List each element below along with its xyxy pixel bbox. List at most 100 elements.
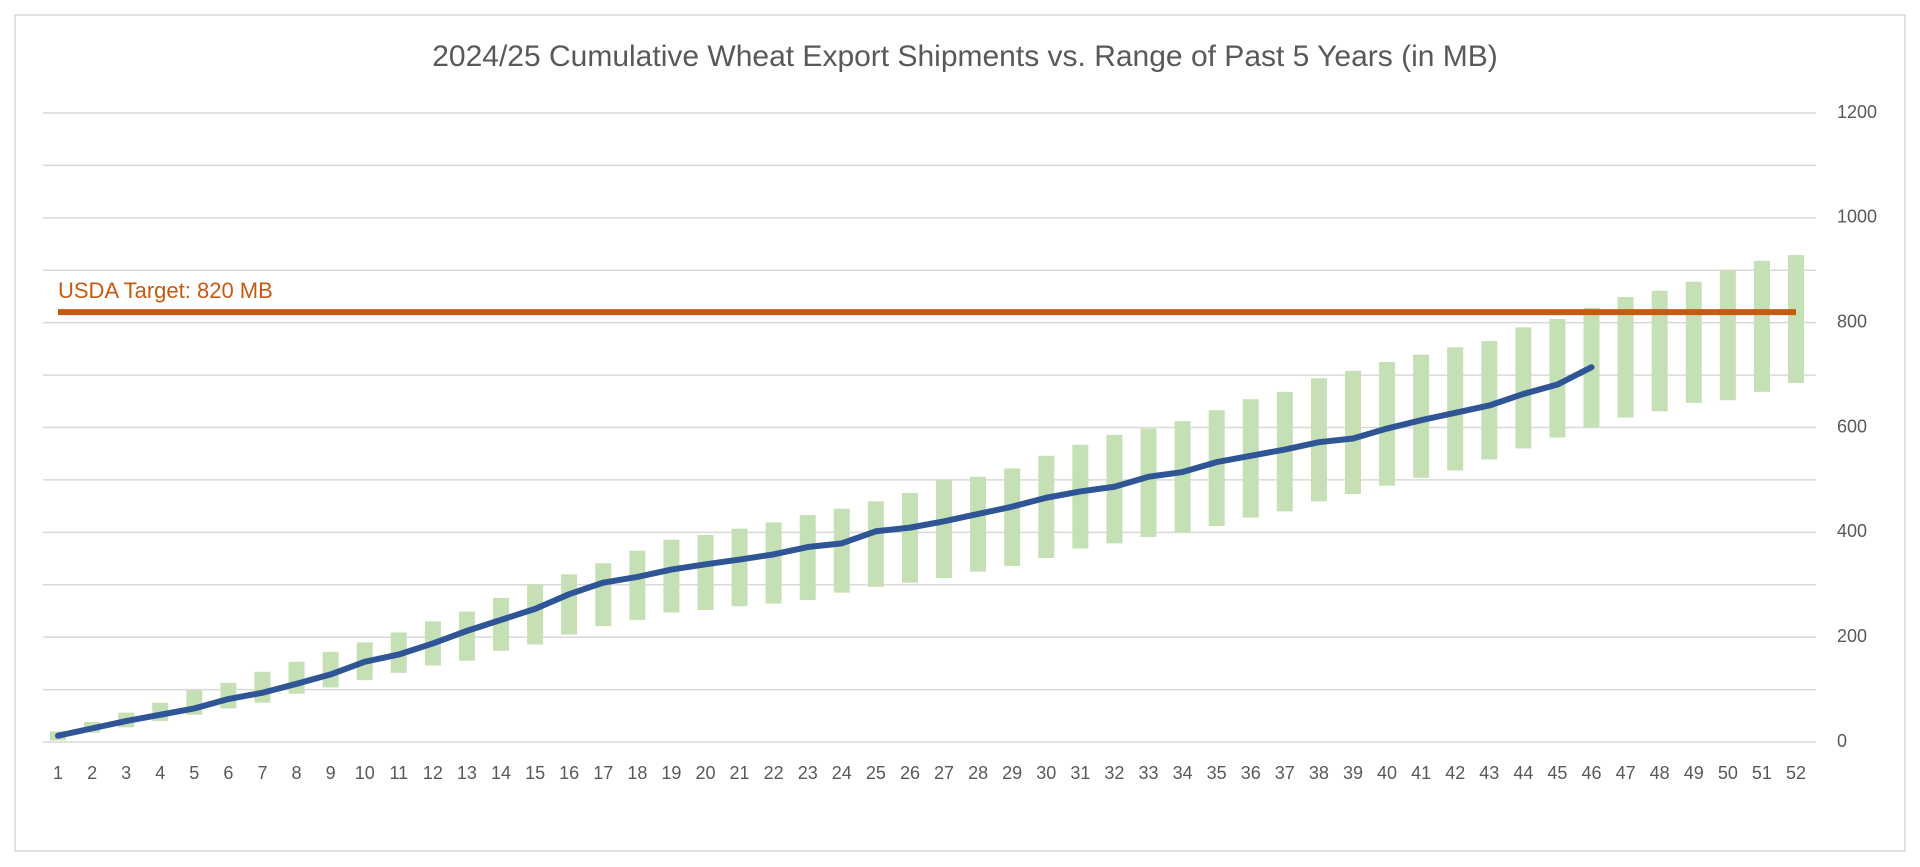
x-tick-label: 44 bbox=[1513, 763, 1533, 783]
y-tick-label: 800 bbox=[1837, 311, 1867, 331]
cumulative-line bbox=[55, 364, 1595, 739]
x-tick-label: 34 bbox=[1173, 763, 1193, 783]
x-tick-label: 13 bbox=[457, 763, 477, 783]
range-bar bbox=[936, 480, 953, 578]
range-bar bbox=[765, 522, 782, 604]
x-tick-label: 41 bbox=[1411, 763, 1431, 783]
range-bar bbox=[1685, 281, 1702, 403]
range-bar bbox=[527, 584, 544, 645]
x-tick-label: 29 bbox=[1002, 763, 1022, 783]
range-bar bbox=[1515, 327, 1532, 449]
x-tick-label: 40 bbox=[1377, 763, 1397, 783]
x-tick-label: 19 bbox=[661, 763, 681, 783]
range-bar bbox=[288, 661, 305, 694]
range-bar bbox=[1481, 341, 1498, 460]
x-tick-label: 43 bbox=[1479, 763, 1499, 783]
x-tick-label: 48 bbox=[1650, 763, 1670, 783]
x-tick-label: 16 bbox=[559, 763, 579, 783]
x-tick-label: 47 bbox=[1616, 763, 1636, 783]
range-bar bbox=[1413, 354, 1430, 478]
range-bar bbox=[697, 534, 714, 610]
x-tick-label: 12 bbox=[423, 763, 443, 783]
x-tick-label: 46 bbox=[1582, 763, 1602, 783]
y-tick-label: 1200 bbox=[1837, 102, 1877, 122]
x-tick-label: 22 bbox=[764, 763, 784, 783]
range-bar bbox=[1549, 318, 1566, 438]
range-bar bbox=[731, 528, 748, 607]
x-tick-label: 5 bbox=[189, 763, 199, 783]
x-tick-label: 42 bbox=[1445, 763, 1465, 783]
range-bar bbox=[1208, 410, 1225, 527]
x-tick-label: 45 bbox=[1547, 763, 1567, 783]
range-bar bbox=[1447, 347, 1464, 471]
x-tick-label: 14 bbox=[491, 763, 511, 783]
range-bar bbox=[1651, 290, 1668, 412]
range-bar bbox=[1140, 428, 1157, 538]
y-tick-label: 0 bbox=[1837, 731, 1847, 751]
x-tick-label: 17 bbox=[593, 763, 613, 783]
x-tick-label: 23 bbox=[798, 763, 818, 783]
range-bar bbox=[1788, 255, 1804, 383]
range-bar bbox=[867, 501, 884, 587]
x-tick-label: 36 bbox=[1241, 763, 1261, 783]
x-tick-label: 39 bbox=[1343, 763, 1363, 783]
range-bar bbox=[629, 550, 646, 620]
range-bar bbox=[799, 515, 816, 600]
x-tick-label: 25 bbox=[866, 763, 886, 783]
x-tick-label: 8 bbox=[292, 763, 302, 783]
x-tick-label: 3 bbox=[121, 763, 131, 783]
x-tick-label: 27 bbox=[934, 763, 954, 783]
range-bar bbox=[833, 508, 850, 593]
range-bar bbox=[1174, 421, 1191, 533]
range-bar bbox=[1344, 370, 1361, 495]
chart-border bbox=[14, 14, 1906, 852]
x-tick-label: 4 bbox=[155, 763, 165, 783]
x-tick-label: 51 bbox=[1752, 763, 1772, 783]
x-tick-label: 6 bbox=[223, 763, 233, 783]
x-tick-label: 38 bbox=[1309, 763, 1329, 783]
y-tick-label: 400 bbox=[1837, 521, 1867, 541]
x-tick-label: 18 bbox=[627, 763, 647, 783]
x-tick-label: 50 bbox=[1718, 763, 1738, 783]
x-tick-label: 24 bbox=[832, 763, 852, 783]
y-tick-label: 1000 bbox=[1837, 207, 1877, 227]
range-bar bbox=[1038, 455, 1055, 559]
range-bar bbox=[1617, 296, 1634, 418]
range-bar bbox=[493, 597, 510, 651]
x-tick-label: 26 bbox=[900, 763, 920, 783]
x-tick-label: 7 bbox=[257, 763, 267, 783]
x-tick-label: 30 bbox=[1036, 763, 1056, 783]
x-tick-label: 49 bbox=[1684, 763, 1704, 783]
range-bar bbox=[1379, 361, 1396, 486]
x-tick-label: 2 bbox=[87, 763, 97, 783]
x-tick-label: 28 bbox=[968, 763, 988, 783]
range-bar bbox=[1004, 468, 1021, 566]
range-bar bbox=[901, 493, 918, 583]
range-bar bbox=[663, 539, 680, 613]
x-tick-label: 32 bbox=[1104, 763, 1124, 783]
x-tick-label: 21 bbox=[730, 763, 750, 783]
x-tick-label: 1 bbox=[53, 763, 63, 783]
x-tick-label: 52 bbox=[1786, 763, 1806, 783]
x-tick-label: 20 bbox=[695, 763, 715, 783]
range-bar bbox=[561, 574, 578, 635]
range-bar bbox=[970, 476, 987, 572]
range-bar bbox=[1719, 270, 1736, 401]
x-tick-label: 37 bbox=[1275, 763, 1295, 783]
x-tick-label: 11 bbox=[389, 763, 408, 783]
range-bar bbox=[254, 671, 271, 703]
x-tick-label: 15 bbox=[525, 763, 545, 783]
range-bar bbox=[595, 563, 612, 627]
x-tick-label: 10 bbox=[355, 763, 375, 783]
range-bar bbox=[1072, 444, 1089, 549]
target-label: USDA Target: 820 MB bbox=[58, 278, 273, 303]
x-tick-label: 35 bbox=[1207, 763, 1227, 783]
x-tick-label: 9 bbox=[326, 763, 336, 783]
y-tick-label: 200 bbox=[1837, 626, 1867, 646]
chart-title: 2024/25 Cumulative Wheat Export Shipment… bbox=[432, 40, 1498, 73]
y-tick-label: 600 bbox=[1837, 416, 1867, 436]
range-bar bbox=[458, 611, 475, 661]
range-bar bbox=[1753, 260, 1770, 392]
x-tick-label: 33 bbox=[1138, 763, 1158, 783]
